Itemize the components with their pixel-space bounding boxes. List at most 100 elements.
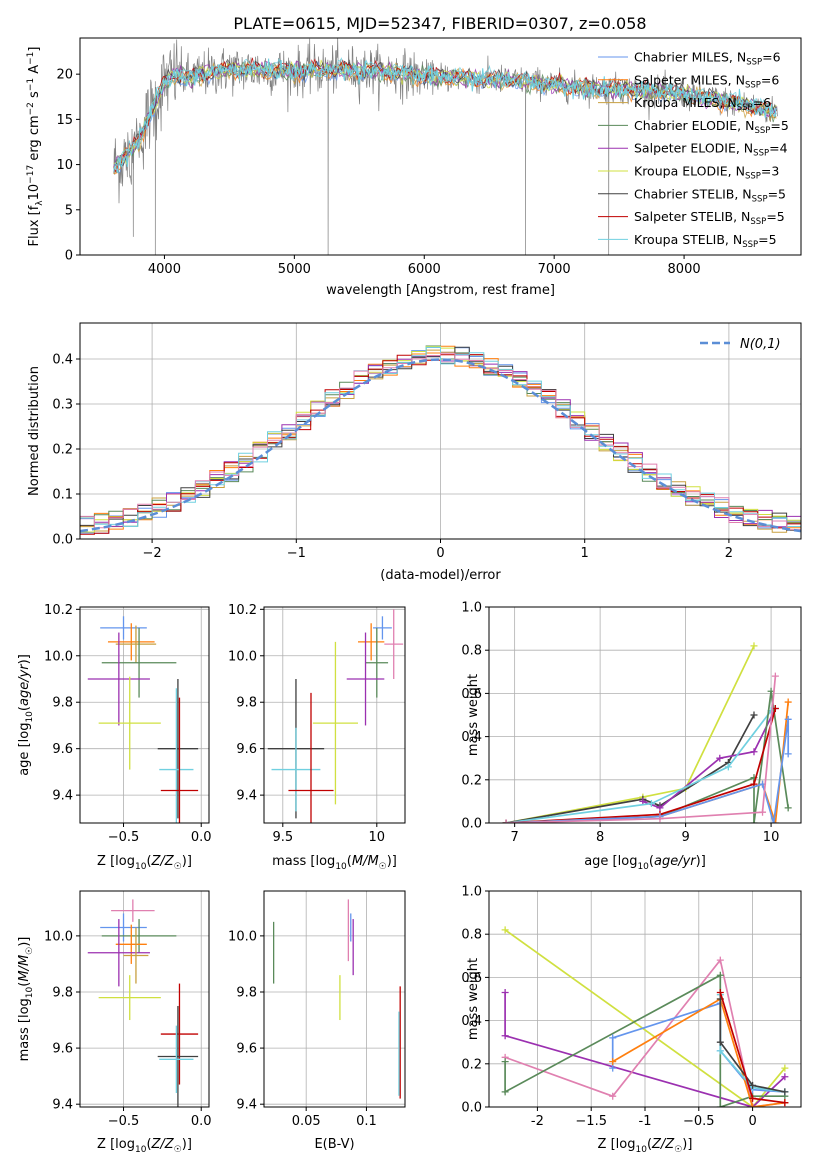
x-tick-label: 4000 <box>148 262 181 277</box>
weight-marker <box>716 956 724 964</box>
x-tick-label: 6000 <box>408 262 441 277</box>
x-axis-label: age [log10(age/yr)] <box>584 854 706 872</box>
legend: Chabrier MILES, NSSP=6 Salpeter MILES, NS… <box>598 50 789 250</box>
weight-marker <box>784 804 792 812</box>
y-tick-label: 0.4 <box>52 353 73 368</box>
x-axis-label: wavelength [Angstrom, rest frame] <box>326 283 555 298</box>
plot-area <box>80 345 801 538</box>
gaussian-curve <box>80 358 801 533</box>
plot-area <box>502 642 792 823</box>
panel-residuals: −2 −1 0 1 2 0.0 0.1 0.2 0.3 0.4 N(0,1) (data-model)… <box>27 322 802 583</box>
weight-marker <box>716 1103 724 1107</box>
x-tick-label: 0 <box>436 546 444 561</box>
y-tick-label: 0.6 <box>461 687 482 702</box>
weight-line <box>719 999 786 1093</box>
weight-marker <box>639 797 647 805</box>
y-tick-label: 9.4 <box>236 789 257 804</box>
axes-frame: −2 −1 0 1 2 0.0 0.1 0.2 0.3 0.4 N(0,1) (data-model)… <box>27 322 802 583</box>
weight-marker <box>750 748 758 756</box>
panel-spectrum: 4000 5000 6000 7000 8000 0 5 10 15 20 Chabrier MIL… <box>26 37 802 298</box>
y-tick-label: 0.3 <box>52 398 73 413</box>
y-tick-label: 0.2 <box>461 773 482 788</box>
y-tick-label: 9.6 <box>236 742 257 757</box>
axes-border <box>79 606 210 824</box>
weight-marker <box>781 1088 789 1096</box>
y-axis-label: Normed distribution <box>27 366 42 496</box>
plot-area <box>272 899 401 1099</box>
axes-border <box>263 606 406 824</box>
y-tick-label: 10.0 <box>44 929 73 944</box>
weight-marker <box>771 819 779 823</box>
x-tick-label: −2 <box>143 546 162 561</box>
weight-marker <box>716 989 724 997</box>
x-tick-label: −0.5 <box>108 1114 140 1129</box>
axes-frame: 0.05 0.1 9.4 9.6 9.8 10.0 E(B-V) <box>228 890 406 1152</box>
y-tick-label: 10.0 <box>44 649 73 664</box>
x-tick-label: 0.0 <box>191 830 212 845</box>
x-tick-label: 9.5 <box>272 830 293 845</box>
weight-marker <box>724 763 732 771</box>
legend-entry: Salpeter ELODIE, NSSP=4 <box>634 141 788 159</box>
x-tick-label: 8 <box>596 830 604 845</box>
legend-entry: Kroupa ELODIE, NSSP=3 <box>634 164 779 182</box>
panel-mass_vs_ebv: 0.05 0.1 9.4 9.6 9.8 10.0 E(B-V) <box>228 890 406 1152</box>
legend-entry: Salpeter MILES, NSSP=6 <box>634 72 779 90</box>
plot-area <box>113 38 778 255</box>
x-tick-label: -1 <box>639 1114 652 1129</box>
x-axis-label: mass [log10(M/M☉)] <box>272 854 397 872</box>
weight-marker <box>716 1047 724 1055</box>
weight-marker <box>656 815 664 823</box>
legend-entry: Kroupa MILES, NSSP=6 <box>634 95 771 113</box>
weight-marker <box>609 1034 617 1042</box>
weight-marker <box>770 819 778 823</box>
x-tick-label: 7000 <box>538 262 571 277</box>
weight-marker <box>501 1058 509 1066</box>
x-tick-label: −0.5 <box>683 1114 715 1129</box>
panel-age_vs_Z: −0.5 0.0 9.4 9.6 9.8 10.0 10.2 Z [log10(Z/Z☉)] a… <box>17 603 212 872</box>
plot-area <box>87 616 199 823</box>
y-axis-label: mass weight <box>466 958 481 1040</box>
weight-marker <box>750 819 758 823</box>
y-tick-label: 9.8 <box>236 985 257 1000</box>
x-tick-label: 5000 <box>278 262 311 277</box>
x-tick-label: −1.5 <box>575 1114 607 1129</box>
panel-mass_vs_Z: −0.5 0.0 9.4 9.6 9.8 10.0 Z [log10(Z/Z☉)] mass … <box>17 890 212 1155</box>
x-axis-label: E(B-V) <box>314 1137 354 1152</box>
weight-marker <box>749 1094 757 1102</box>
x-tick-label: 0.05 <box>292 1114 321 1129</box>
weight-marker <box>501 926 509 934</box>
model-spectrum-line <box>113 58 777 168</box>
axes-border <box>488 606 802 824</box>
y-tick-label: 9.8 <box>236 696 257 711</box>
y-tick-label: 9.6 <box>52 1042 73 1057</box>
legend-entry: Kroupa STELIB, NSSP=5 <box>634 232 777 250</box>
y-tick-label: 1.0 <box>461 885 482 900</box>
weight-marker <box>784 750 792 758</box>
weight-line <box>505 710 772 823</box>
y-tick-label: 0.2 <box>52 443 73 458</box>
y-tick-label: 9.8 <box>52 696 73 711</box>
y-tick-label: 5 <box>65 203 73 218</box>
y-tick-label: 10 <box>56 158 73 173</box>
y-tick-label: 0.0 <box>461 817 482 832</box>
plot-area <box>501 926 789 1107</box>
y-tick-label: 9.4 <box>236 1098 257 1113</box>
model-spectrum-line <box>113 58 777 174</box>
weight-marker <box>716 1038 724 1046</box>
weight-line <box>506 676 777 823</box>
weight-line <box>506 719 790 823</box>
weight-marker <box>656 804 664 812</box>
y-axis-label: Flux [fλ10−17 erg cm−2 s−1 A−1] <box>26 47 45 247</box>
y-axis-label: mass weight <box>466 674 481 756</box>
y-tick-label: 9.6 <box>52 742 73 757</box>
y-tick-label: 10.0 <box>228 929 257 944</box>
panel-massweight_vs_Z: -2 −1.5 -1 −0.5 0 0.0 0.2 0.4 0.6 0.8 1.0 Z [log10(… <box>461 885 802 1155</box>
weight-marker <box>716 971 724 979</box>
y-tick-label: 0.1 <box>52 488 73 503</box>
axes-frame: -2 −1.5 -1 −0.5 0 0.0 0.2 0.4 0.6 0.8 1.0 Z [log10(… <box>461 885 802 1155</box>
legend-entry: Salpeter STELIB, NSSP=5 <box>634 209 785 227</box>
x-tick-label: −1 <box>287 546 306 561</box>
weight-marker <box>749 1103 757 1107</box>
weight-marker <box>609 1092 617 1100</box>
x-tick-label: 10 <box>369 830 386 845</box>
